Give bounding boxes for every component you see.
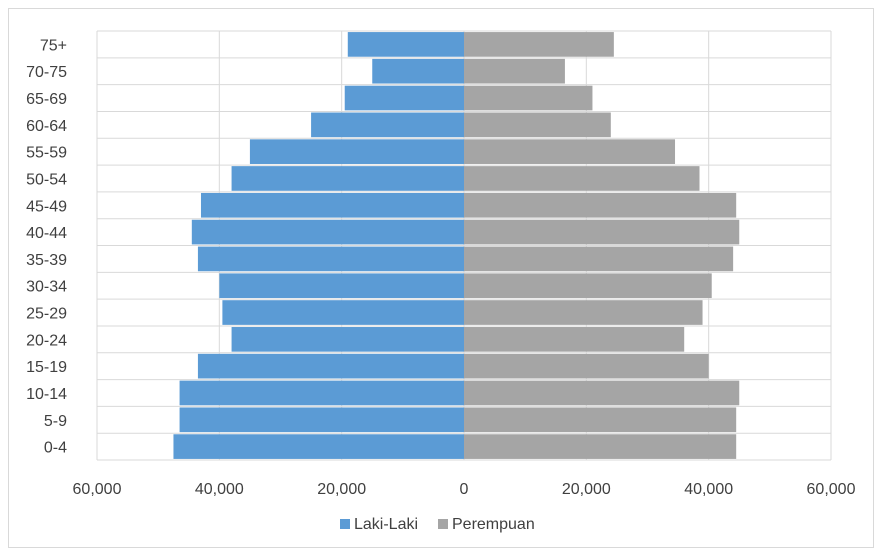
bar-perempuan-30-34 (464, 273, 712, 299)
bar-laki-laki-60-64 (311, 112, 464, 138)
legend-swatch-laki-laki (340, 519, 350, 529)
bar-perempuan-0-4 (464, 434, 737, 459)
bar-perempuan-60-64 (464, 112, 611, 138)
bar-laki-laki-5-9 (179, 407, 464, 433)
legend-label-perempuan: Perempuan (452, 516, 535, 533)
y-category-label: 30-34 (26, 279, 67, 296)
bar-laki-laki-55-59 (249, 139, 464, 164)
bar-laki-laki-0-4 (173, 434, 465, 459)
x-tick-label: 60,000 (807, 481, 856, 498)
chart-frame: 60,000 40,000 20,000 0 20,000 40,000 60,000 75+… (8, 8, 874, 548)
population-pyramid-chart: 60,000 40,000 20,000 0 20,000 40,000 60,000 75+… (26, 30, 856, 533)
y-category-label: 5-9 (44, 413, 67, 430)
x-tick-label: 20,000 (317, 481, 366, 498)
y-category-label: 65-69 (26, 91, 67, 108)
bar-perempuan-15-19 (464, 353, 709, 379)
bar-laki-laki-20-24 (231, 327, 464, 352)
bar-laki-laki-65-69 (344, 85, 464, 111)
y-category-label: 40-44 (26, 225, 67, 242)
y-category-label: 60-64 (26, 118, 67, 135)
bar-perempuan-70-75 (464, 58, 565, 84)
y-category-label: 75+ (40, 37, 67, 54)
bar-laki-laki-45-49 (200, 192, 464, 218)
x-tick-label: 60,000 (73, 481, 122, 498)
bar-perempuan-10-14 (464, 380, 740, 406)
y-category-label: 50-54 (26, 171, 67, 188)
y-category-label: 70-75 (26, 64, 67, 81)
y-category-label: 35-39 (26, 252, 67, 269)
bar-laki-laki-15-19 (197, 353, 465, 379)
bar-perempuan-55-59 (464, 139, 676, 164)
bar-perempuan-50-54 (464, 166, 700, 191)
bar-perempuan-75+ (464, 32, 614, 57)
bar-laki-laki-75+ (347, 32, 464, 57)
y-category-label: 20-24 (26, 332, 67, 349)
bar-laki-laki-70-75 (372, 58, 464, 84)
y-category-label: 25-29 (26, 306, 67, 323)
y-category-label: 15-19 (26, 359, 67, 376)
x-tick-label: 0 (460, 481, 469, 498)
x-tick-label: 40,000 (684, 481, 733, 498)
bar-laki-laki-10-14 (179, 380, 464, 406)
legend-swatch-perempuan (438, 519, 448, 529)
bar-laki-laki-30-34 (219, 273, 464, 299)
bar-perempuan-25-29 (464, 300, 703, 325)
bar-laki-laki-25-29 (222, 300, 464, 325)
bar-perempuan-65-69 (464, 85, 593, 111)
bar-perempuan-20-24 (464, 327, 685, 352)
bar-laki-laki-50-54 (231, 166, 464, 191)
bar-laki-laki-40-44 (191, 219, 464, 245)
bar-perempuan-45-49 (464, 192, 737, 218)
legend: Laki-Laki Perempuan (340, 516, 535, 533)
bar-perempuan-40-44 (464, 219, 740, 245)
x-tick-label: 20,000 (562, 481, 611, 498)
y-category-label: 10-14 (26, 386, 67, 403)
axes: 60,000 40,000 20,000 0 20,000 40,000 60,000 75+… (26, 37, 855, 498)
bars (173, 32, 740, 459)
bar-perempuan-35-39 (464, 246, 734, 272)
bar-perempuan-5-9 (464, 407, 737, 433)
y-category-label: 0-4 (44, 440, 67, 457)
x-tick-label: 40,000 (195, 481, 244, 498)
y-category-label: 55-59 (26, 145, 67, 162)
bar-laki-laki-35-39 (197, 246, 465, 272)
legend-label-laki-laki: Laki-Laki (354, 516, 418, 533)
y-category-label: 45-49 (26, 198, 67, 215)
gridlines (96, 30, 832, 461)
